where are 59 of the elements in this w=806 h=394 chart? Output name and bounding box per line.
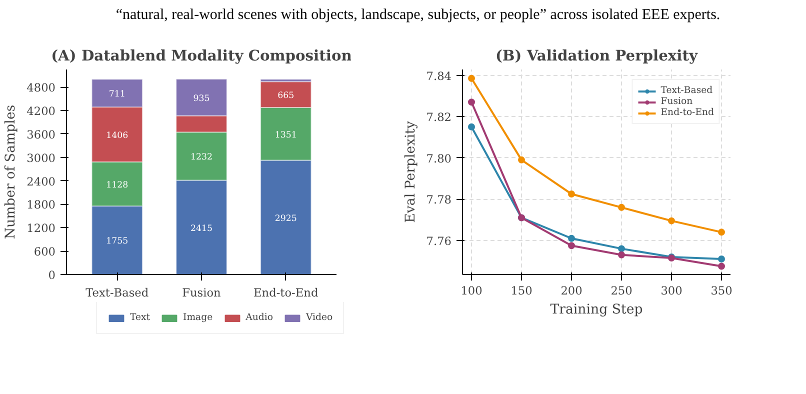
- x-tick-label: Fusion: [182, 286, 221, 300]
- x-tick-label: 200: [560, 284, 582, 298]
- text: “natural, real-world scenes with objects, landscape, subjects, or people” across isolated EEE experts.: [116, 6, 720, 25]
- point: [568, 234, 575, 242]
- legend-label: End-to-End: [660, 107, 714, 118]
- point: [518, 156, 525, 164]
- y-tick-label: 600: [34, 244, 56, 259]
- y-axis-title: Eval Perplexity: [403, 120, 418, 223]
- data-label: 1351: [274, 130, 297, 140]
- x-tick-label: 300: [660, 284, 682, 298]
- data-label: 1232: [190, 152, 213, 163]
- x-tick-label: 100: [460, 284, 482, 298]
- data-label: 2925: [274, 214, 297, 224]
- data-label: 2415: [190, 224, 213, 234]
- y-tick-label: 2400: [26, 174, 56, 188]
- point: [568, 190, 575, 198]
- y-tick-label: 7.78: [426, 192, 452, 207]
- point: [668, 217, 675, 224]
- legend-label: Fusion: [660, 96, 693, 107]
- y-tick-label: 3600: [26, 127, 56, 142]
- point: [618, 204, 625, 211]
- point: [568, 242, 575, 250]
- data-label: 1128: [106, 180, 128, 190]
- x-tick-label: End-to-End: [254, 286, 318, 300]
- point: [618, 251, 625, 258]
- point: [718, 262, 725, 270]
- legend-label: Text: [130, 312, 150, 323]
- chart-title: (B) Validation Perplexity: [495, 48, 698, 64]
- x-tick-label: 250: [610, 284, 632, 298]
- point: [468, 123, 475, 130]
- data-label: 935: [193, 94, 210, 104]
- x-tick-label: Text-Based: [86, 286, 149, 300]
- data-label: 665: [278, 91, 294, 102]
- point: [718, 256, 725, 263]
- y-tick-label: 1800: [26, 198, 56, 212]
- y-tick-label: 1200: [26, 221, 56, 236]
- y-tick-label: 7.80: [426, 151, 452, 166]
- y-tick-label: 7.82: [426, 110, 452, 124]
- point: [468, 74, 475, 82]
- y-tick-label: 3000: [26, 150, 56, 165]
- x-tick-label: 150: [510, 284, 532, 298]
- data-label: 1406: [106, 130, 128, 141]
- y-tick-label: 7.84: [426, 68, 452, 83]
- point: [618, 245, 625, 252]
- data-label: 1755: [106, 236, 128, 247]
- point: [468, 98, 475, 106]
- y-tick-label: 0: [48, 268, 56, 282]
- y-tick-label: 4800: [26, 80, 56, 95]
- y-tick-label: 4200: [26, 104, 56, 118]
- legend-label: Text-Based: [660, 85, 713, 96]
- x-axis-title: Training Step: [550, 302, 643, 318]
- y-axis-title: Number of Samples: [4, 104, 19, 240]
- legend-label: Image: [183, 312, 213, 323]
- legend-label: Video: [306, 312, 333, 323]
- legend-label: Audio: [246, 312, 273, 323]
- y-tick-label: 7.76: [426, 234, 452, 248]
- point: [718, 228, 725, 236]
- data-label: 711: [108, 90, 126, 100]
- x-tick-label: 350: [710, 284, 732, 298]
